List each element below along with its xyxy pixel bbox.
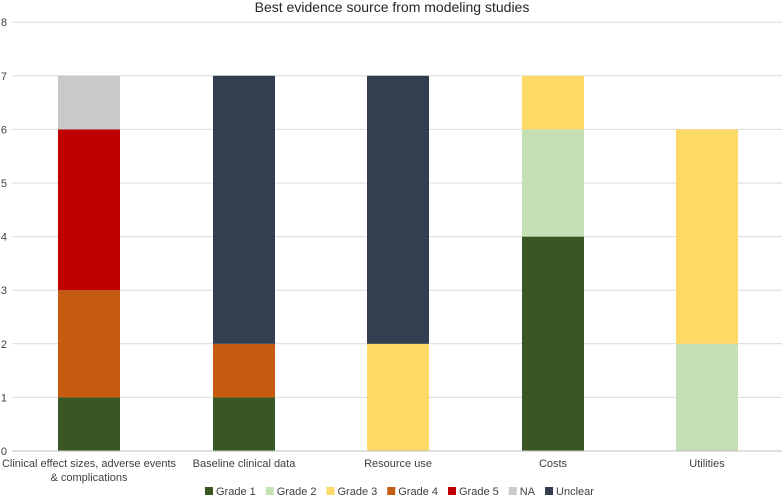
bar-segment [522,236,584,451]
legend-label: Grade 2 [277,486,317,498]
legend-swatch [545,487,554,495]
legend-swatch [387,487,396,495]
bar-segment [213,75,275,344]
y-tick-label: 1 [1,392,7,404]
bar-segment [367,75,429,344]
legend-item: Grade 1 [205,486,256,498]
legend-label: Grade 4 [398,486,438,498]
category-label: Clinical effect sizes, adverse events [2,458,177,470]
category-label: Baseline clinical data [193,458,297,470]
category-label: & complications [50,472,128,484]
y-axis-ticks: 0 1 2 3 4 5 6 7 8 [1,17,7,458]
legend-item: Grade 4 [387,486,438,498]
bar-segment [367,343,429,451]
legend-swatch [265,487,274,495]
bar-segment [213,397,275,451]
y-tick-label: 2 [1,339,7,351]
bar-segment [522,75,584,130]
legend-item: Grade 2 [265,486,317,498]
bar-segment [58,397,120,451]
category-label: Utilities [689,458,725,470]
bar-segment [522,129,584,237]
legend: Grade 1 Grade 2 Grade 3 Grade 4 Grade 5 NA Unc… [205,486,594,498]
y-tick-label: 4 [1,232,7,244]
legend-item: Unclear [545,486,594,498]
legend-label: Grade 1 [216,486,256,498]
legend-swatch [448,487,456,495]
y-tick-label: 6 [1,124,7,136]
category-label: Costs [539,458,568,470]
bar-segment [58,290,120,398]
legend-item: NA [508,486,536,498]
legend-swatch [326,487,335,495]
category-label: Resource use [364,458,432,470]
bar-segment [213,343,275,398]
y-tick-label: 7 [1,71,7,83]
legend-label: NA [520,486,536,498]
legend-swatch [205,487,213,495]
legend-item: Grade 3 [326,486,378,498]
legend-label: Grade 5 [459,486,499,498]
chart-title: Best evidence source from modeling studi… [255,0,530,15]
bar-segment [676,343,738,451]
bar-segment [676,129,738,344]
y-tick-label: 5 [1,178,7,190]
y-tick-label: 3 [1,285,7,297]
bar-segment [58,75,120,130]
legend-label: Unclear [556,486,594,498]
legend-label: Grade 3 [338,486,378,498]
y-tick-label: 0 [1,446,7,458]
category-labels: Clinical effect sizes, adverse events & c… [2,458,725,484]
bar-segment [58,129,120,291]
legend-swatch [508,487,517,495]
legend-item: Grade 5 [448,486,499,498]
y-tick-label: 8 [1,17,7,29]
bars [58,75,738,451]
